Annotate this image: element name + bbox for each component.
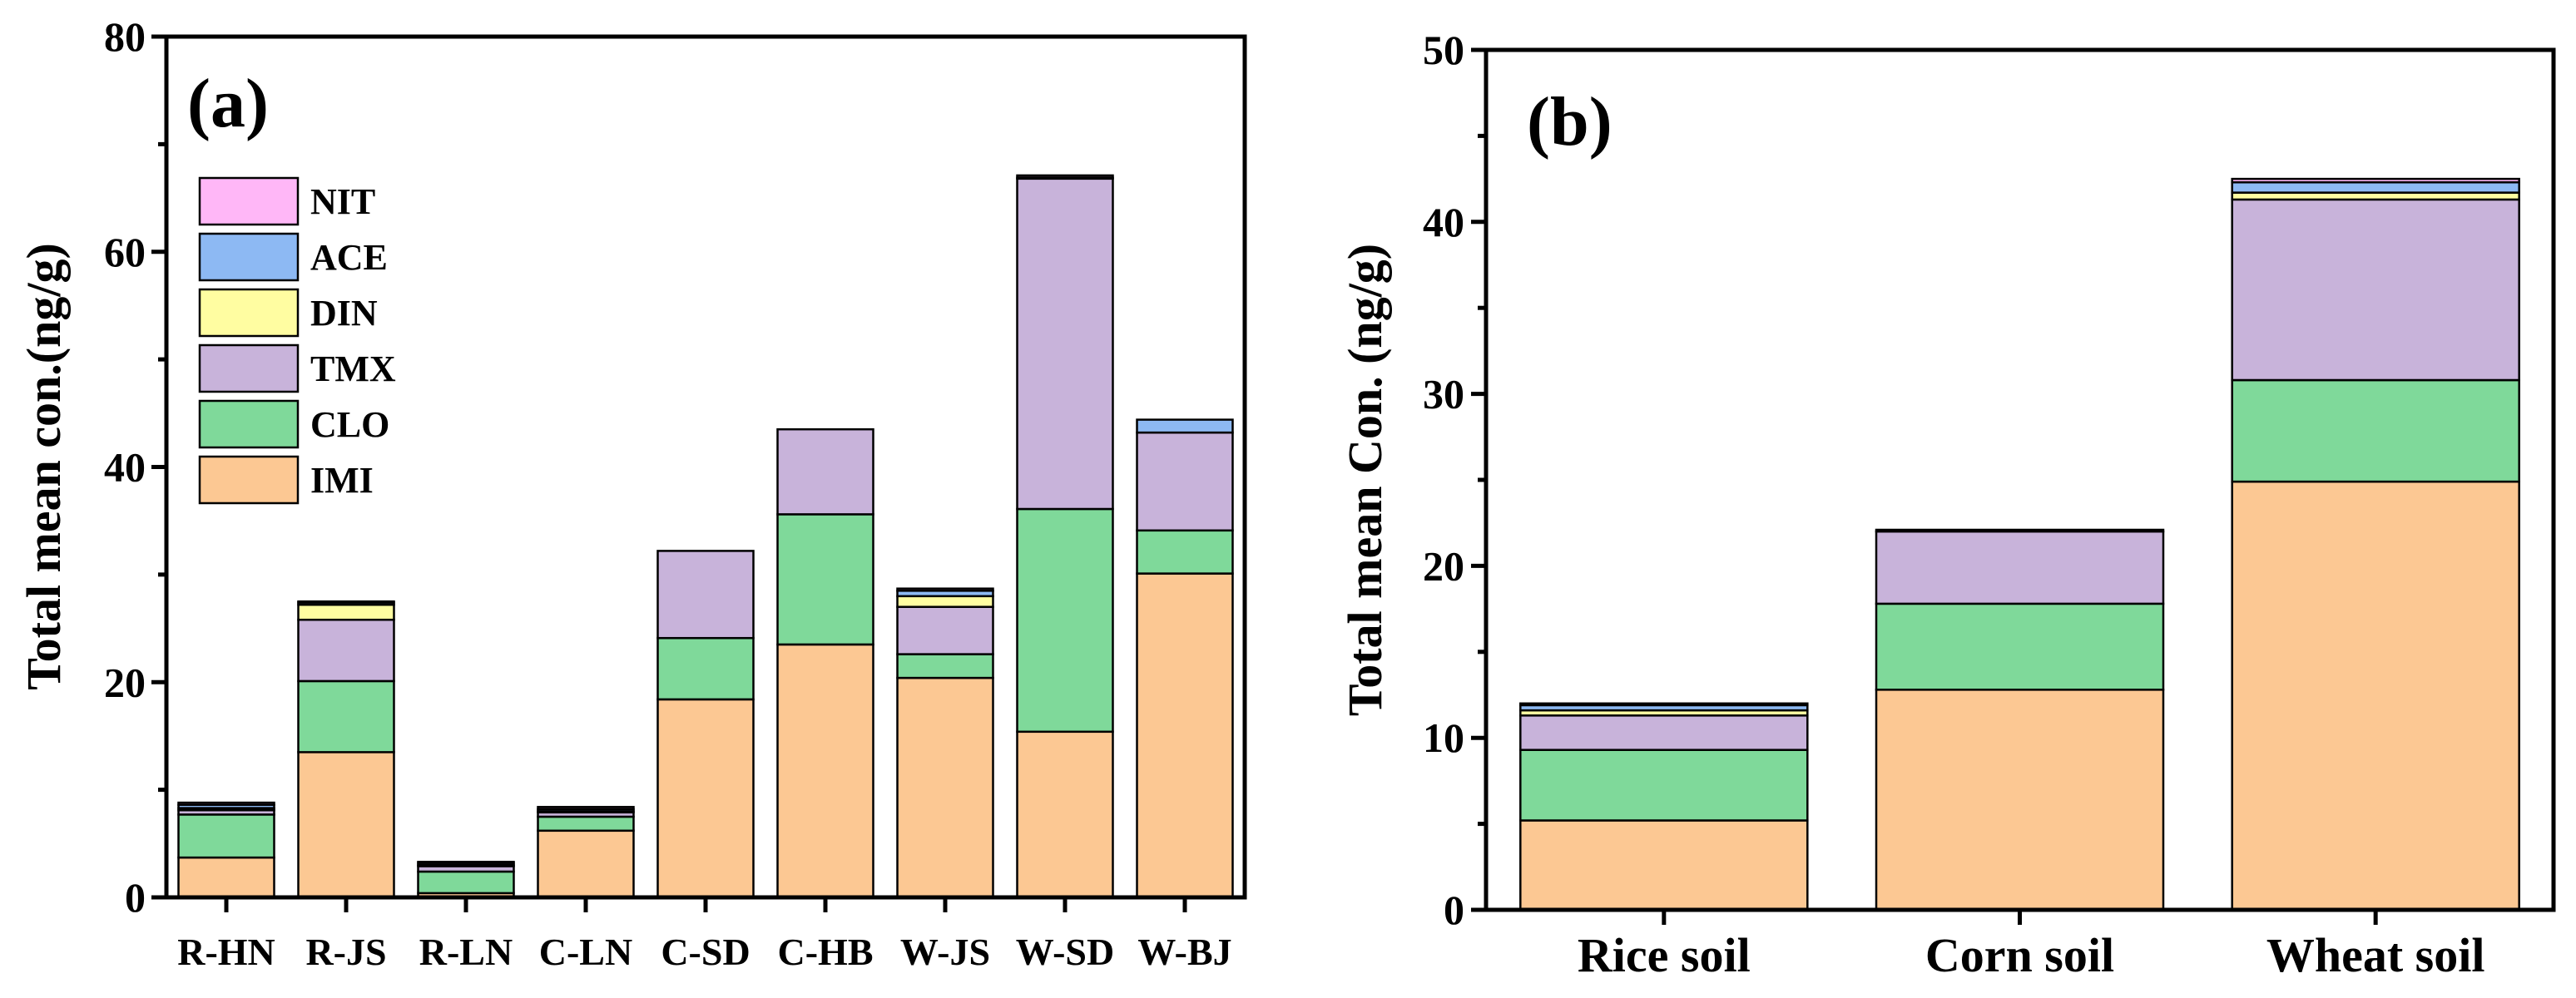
chart-a-x-tick-label-r-hn: R-HN <box>177 931 275 973</box>
chart-b-bar-rice-soil-clo <box>1519 748 1809 822</box>
chart-a-bar-c-ln-nit <box>537 806 635 811</box>
chart-b-axes: Rice soil Corn soil Wheat soil 0 10 20 30 40 50 <box>1423 27 2484 982</box>
chart-a-bar-r-js-clo <box>297 679 395 753</box>
chart-a-x-tick-label-w-bj: W-BJ <box>1137 931 1231 973</box>
chart-a-bar-w-bj-imi <box>1136 572 1234 899</box>
chart-a-bar-r-js-tmx <box>297 618 395 683</box>
chart-a-x-tick-label-c-hb: C-HB <box>778 931 874 973</box>
legend-label-din: DIN <box>310 293 378 333</box>
chart-b-y-tick-label-40: 40 <box>1423 199 1464 245</box>
legend-swatch-ace <box>198 232 300 282</box>
chart-a-bar-w-js-nit <box>896 587 994 592</box>
chart-a-bar-w-sd-tmx <box>1016 177 1114 511</box>
chart-a: R-HN R-JS R-LN C-LN C-SD C-HB W-JS W-SD W-BJ 0 20 4… <box>17 13 1247 973</box>
legend-swatch-nit <box>198 176 300 226</box>
chart-a-y-tick-label-60: 60 <box>104 229 146 275</box>
chart-a-bar-c-ln-clo <box>537 815 635 832</box>
chart-a-x-tick-label-r-js: R-JS <box>305 931 386 973</box>
chart-a-bar-c-hb-clo <box>776 513 874 646</box>
chart-a-bar-w-bj-ace <box>1136 418 1234 434</box>
legend-swatch-clo <box>198 399 300 449</box>
chart-b-bar-wheat-soil-ace <box>2231 180 2520 194</box>
chart-b-y-tick-label-30: 30 <box>1423 371 1464 417</box>
chart-b-y-tick-label-0: 0 <box>1444 887 1464 933</box>
chart-a-bar-r-js-imi <box>297 751 395 899</box>
chart-b-y-tick-label-20: 20 <box>1423 542 1464 589</box>
chart-a-bar-c-hb-tmx <box>776 427 874 516</box>
chart-a-bar-w-js-imi <box>896 676 994 899</box>
chart-b-x-tick-label-wheat-soil: Wheat soil <box>2266 928 2485 982</box>
chart-a-x-tick-label-w-js: W-JS <box>900 931 990 973</box>
chart-a-y-axis-title: Total mean con.(ng/g) <box>17 243 71 690</box>
chart-b: Rice soil Corn soil Wheat soil01020304050 … <box>1338 27 2556 982</box>
chart-b-frame <box>1484 47 2556 912</box>
chart-a-bar-w-sd-nit <box>1016 174 1114 179</box>
chart-a-bar-w-js-tmx <box>896 605 994 655</box>
chart-a-legend: NIT ACE DIN TMX CLO IMI <box>198 176 396 505</box>
chart-b-bar-corn-soil-nit <box>1875 528 2165 533</box>
chart-a-x-tick-label-c-ln: C-LN <box>539 931 632 973</box>
chart-a-bar-c-sd-tmx <box>656 550 755 640</box>
chart-b-bar-wheat-soil-nit <box>2231 177 2520 184</box>
chart-a-y-tick-label-0: 0 <box>125 874 146 921</box>
legend-swatch-din <box>198 288 300 338</box>
chart-a-bar-r-hn-nit <box>177 801 275 806</box>
chart-b-bar-wheat-soil-tmx <box>2231 198 2520 382</box>
chart-a-bar-r-hn-imi <box>177 856 275 899</box>
chart-b-bar-rice-soil-tmx <box>1519 714 1809 751</box>
chart-a-bar-w-js-din <box>896 595 994 608</box>
chart-a-bar-w-bj-clo <box>1136 529 1234 575</box>
chart-a-bar-r-hn-clo <box>177 813 275 859</box>
chart-a-bar-w-bj-tmx <box>1136 431 1234 532</box>
chart-a-bar-c-sd-clo <box>656 636 755 701</box>
legend-label-tmx: TMX <box>310 348 396 389</box>
chart-b-y-tick-label-50: 50 <box>1423 27 1464 73</box>
chart-b-panel-label: (b) <box>1527 83 1612 161</box>
chart-a-axes: R-HN R-JS R-LN C-LN C-SD C-HB W-JS W-SD W-BJ 0 20 4… <box>104 13 1232 973</box>
chart-a-x-tick-label-r-ln: R-LN <box>419 931 513 973</box>
chart-b-bar-rice-soil-nit <box>1519 702 1809 707</box>
chart-a-bars <box>177 174 1234 899</box>
chart-a-y-tick-label-40: 40 <box>104 444 146 491</box>
chart-a-frame <box>164 34 1247 900</box>
chart-a-bar-r-ln-clo <box>417 870 515 895</box>
chart-b-bars <box>1519 177 2520 912</box>
chart-a-bar-r-js-din <box>297 603 395 621</box>
legend-swatch-imi <box>198 455 300 505</box>
legend-label-imi: IMI <box>310 460 374 501</box>
chart-b-x-tick-label-rice-soil: Rice soil <box>1578 928 1751 982</box>
chart-a-y-tick-label-80: 80 <box>104 13 146 60</box>
chart-b-y-axis-title: Total mean Con. (ng/g) <box>1338 244 1392 716</box>
legend-label-clo: CLO <box>310 404 389 445</box>
chart-a-bar-c-hb-imi <box>776 643 874 899</box>
chart-a-bar-r-js-nit <box>297 600 395 604</box>
chart-a-bar-c-ln-imi <box>537 829 635 899</box>
chart-b-bar-corn-soil-imi <box>1875 689 2165 912</box>
chart-b-bar-rice-soil-imi <box>1519 819 1809 912</box>
chart-b-bar-wheat-soil-imi <box>2231 480 2520 912</box>
chart-a-x-tick-label-w-sd: W-SD <box>1016 931 1114 973</box>
legend-swatch-tmx <box>198 343 300 393</box>
chart-a-bar-w-sd-imi <box>1016 730 1114 899</box>
legend-label-nit: NIT <box>310 181 375 222</box>
legend-label-ace: ACE <box>310 237 388 278</box>
chart-b-y-tick-label-10: 10 <box>1423 714 1464 761</box>
chart-a-bar-c-sd-imi <box>656 698 755 899</box>
chart-a-bar-w-sd-clo <box>1016 507 1114 734</box>
chart-a-x-tick-label-c-sd: C-SD <box>661 931 750 973</box>
chart-b-bar-corn-soil-clo <box>1875 602 2165 691</box>
chart-a-bar-w-js-clo <box>896 653 994 679</box>
chart-a-y-tick-label-20: 20 <box>104 659 146 705</box>
chart-b-x-tick-label-corn-soil: Corn soil <box>1925 928 2114 982</box>
chart-b-bar-wheat-soil-clo <box>2231 378 2520 483</box>
chart-b-bar-corn-soil-tmx <box>1875 530 2165 605</box>
chart-a-panel-label: (a) <box>187 65 269 142</box>
